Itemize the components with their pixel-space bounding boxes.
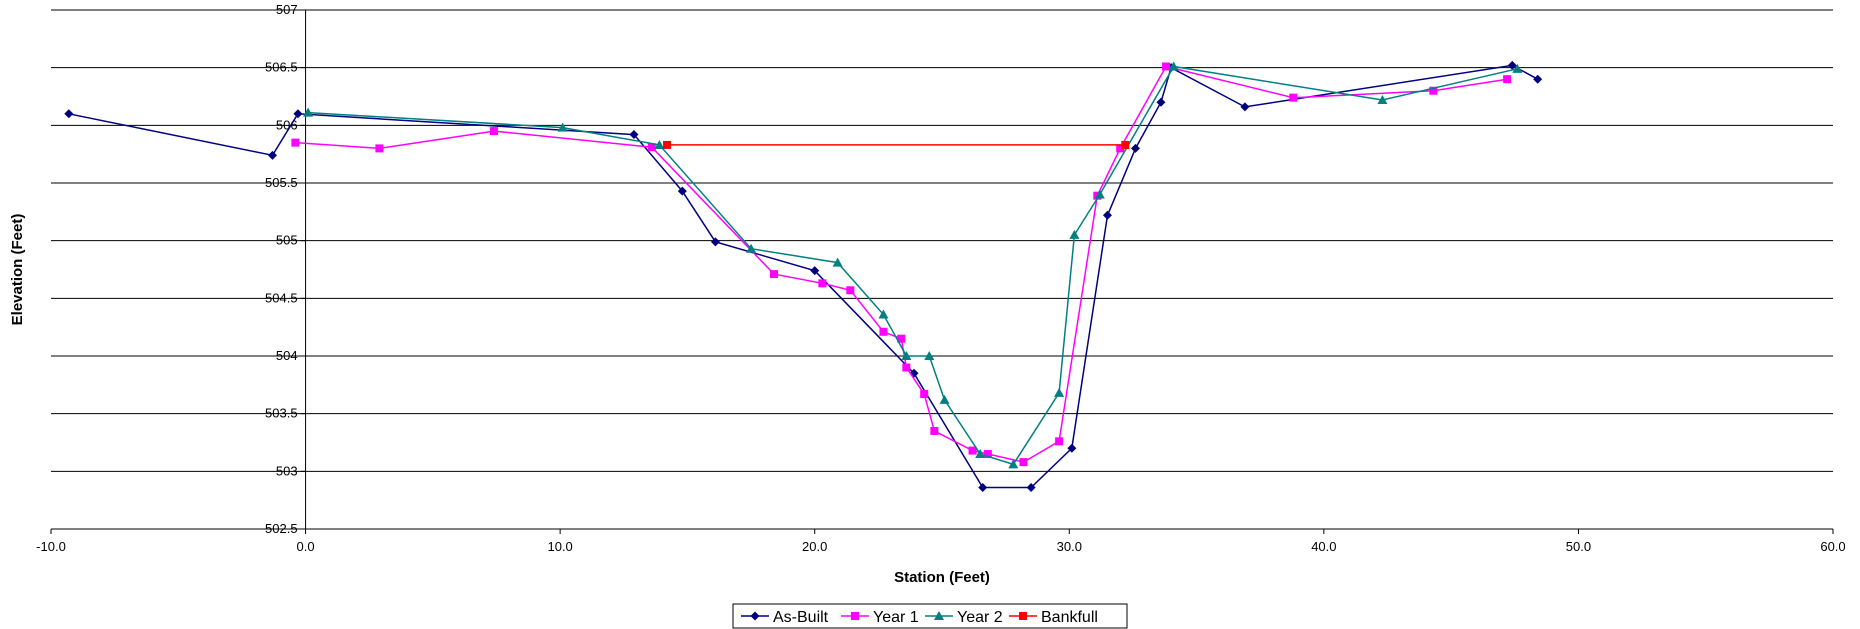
data-point — [1429, 86, 1438, 95]
data-point — [489, 127, 498, 136]
data-point — [64, 109, 74, 119]
legend: As-Built Year 1 Year 2 Bankfull — [732, 603, 1128, 629]
data-point — [1377, 94, 1388, 104]
legend-entry: As-Built — [741, 609, 829, 626]
data-point — [1162, 62, 1171, 71]
data-point — [1026, 482, 1036, 492]
data-point — [924, 351, 935, 360]
data-point — [557, 122, 568, 132]
series-layer — [64, 60, 1543, 492]
legend-label: Bankfull — [1041, 609, 1098, 626]
y-tick-label: 504.5 — [265, 290, 298, 305]
data-point — [1533, 74, 1543, 84]
data-point — [879, 327, 888, 336]
series-year-1 — [291, 62, 1512, 467]
data-point — [1130, 143, 1140, 153]
data-point — [1094, 189, 1105, 199]
y-tick-label: 502.5 — [265, 521, 298, 536]
data-point — [902, 363, 911, 372]
data-point — [1019, 458, 1028, 467]
x-tick-label: 40.0 — [1311, 539, 1336, 554]
data-point — [1512, 63, 1523, 73]
x-tick-label: 0.0 — [297, 539, 315, 554]
axes — [51, 10, 1833, 530]
y-tick-label: 505 — [276, 233, 298, 248]
data-point — [968, 446, 977, 455]
data-point — [810, 266, 820, 276]
data-point — [647, 143, 656, 152]
x-axis-title: Station (Feet) — [894, 569, 990, 586]
legend-swatch-marker — [750, 611, 760, 621]
data-point — [978, 482, 988, 492]
legend-label: As-Built — [773, 609, 829, 626]
x-tick-label: -10.0 — [36, 539, 66, 554]
y-tick-label: 503.5 — [265, 406, 298, 421]
series-line — [295, 65, 1508, 463]
data-point — [846, 286, 855, 295]
legend-label: Year 1 — [873, 609, 919, 626]
legend-swatch-marker — [851, 612, 859, 620]
x-tick-label: 10.0 — [547, 539, 572, 554]
data-point — [939, 394, 950, 404]
data-point — [1240, 102, 1250, 112]
series-bankfull — [663, 140, 1130, 149]
data-point — [983, 450, 992, 459]
data-point — [901, 351, 912, 360]
data-point — [878, 309, 889, 319]
data-point — [1102, 210, 1112, 220]
x-tick-label: 60.0 — [1820, 539, 1845, 554]
data-point — [1156, 97, 1166, 107]
legend-entry: Bankfull — [1009, 609, 1098, 626]
x-tick-label: 20.0 — [802, 539, 827, 554]
tick-labels: 502.5 503 503.5 504 504.5 505 505.5 506 506.5 507… — [36, 2, 1845, 554]
data-point — [293, 109, 303, 119]
data-point — [375, 144, 384, 153]
data-point — [1008, 459, 1019, 469]
data-point — [710, 237, 720, 247]
data-point — [267, 150, 277, 160]
x-tick-label: 50.0 — [1566, 539, 1591, 554]
data-point — [291, 138, 300, 147]
data-point — [920, 390, 929, 399]
data-point — [1055, 437, 1064, 446]
x-tick-label: 30.0 — [1057, 539, 1082, 554]
legend-swatch-marker — [934, 611, 944, 620]
y-tick-label: 507 — [276, 2, 298, 17]
series-line — [68, 64, 1539, 489]
data-point — [663, 140, 672, 149]
y-tick-label: 506.5 — [265, 60, 298, 75]
data-point — [1067, 443, 1077, 453]
legend-entry: Year 1 — [841, 609, 919, 626]
series-year-2 — [303, 61, 1523, 469]
data-point — [1116, 144, 1125, 153]
data-point — [303, 107, 314, 117]
data-point — [897, 334, 906, 343]
data-point — [832, 257, 843, 267]
data-point — [1289, 93, 1298, 102]
legend-label: Year 2 — [957, 609, 1003, 626]
y-axis-title: Elevation (Feet) — [9, 214, 26, 326]
data-point — [746, 243, 757, 253]
data-point — [1507, 60, 1517, 70]
data-point — [769, 270, 778, 279]
data-point — [1168, 61, 1179, 71]
data-point — [1121, 140, 1130, 149]
data-point — [629, 130, 639, 140]
data-point — [818, 279, 827, 288]
y-tick-label: 504 — [276, 348, 298, 363]
data-point — [975, 449, 986, 459]
y-tick-label: 505.5 — [265, 175, 298, 190]
data-point — [1054, 387, 1065, 397]
data-point — [654, 139, 665, 149]
legend-entry: Year 2 — [925, 609, 1003, 626]
data-point — [930, 426, 939, 435]
data-point — [1503, 75, 1512, 84]
y-tick-label: 506 — [276, 117, 298, 132]
legend-swatch-marker — [1019, 612, 1027, 620]
data-point — [677, 186, 687, 196]
y-tick-label: 503 — [276, 463, 298, 478]
grid-lines — [51, 9, 1833, 472]
data-point — [1069, 229, 1080, 239]
